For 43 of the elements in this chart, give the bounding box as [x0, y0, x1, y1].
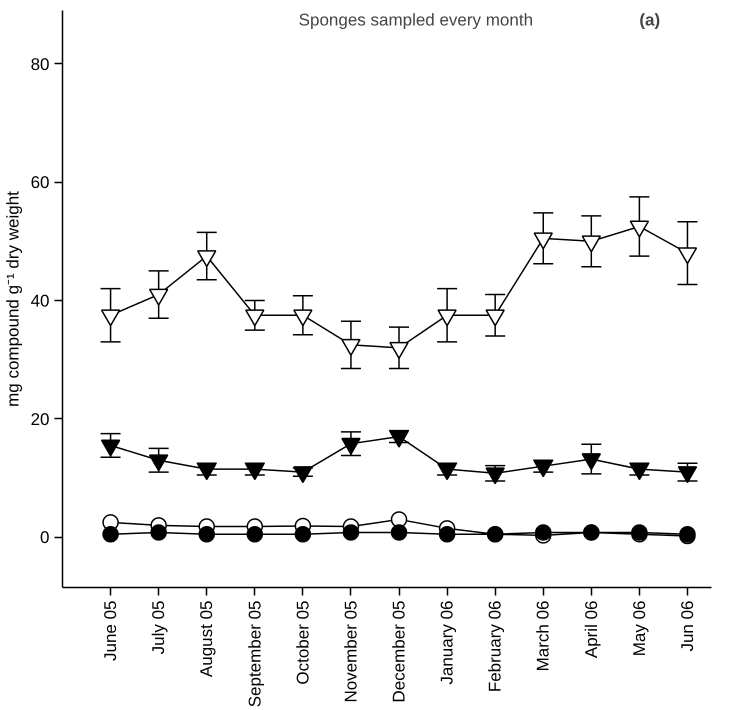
x-tick-label: August 05 [197, 600, 216, 678]
y-axis-title: mg compound g⁻¹ dry weight [4, 190, 23, 407]
x-tick-label: September 05 [245, 600, 264, 708]
point [198, 526, 215, 542]
x-tick-label: January 06 [438, 600, 457, 685]
point [437, 309, 457, 326]
point [246, 526, 264, 542]
point [438, 526, 456, 542]
x-tick-label: December 05 [390, 600, 409, 703]
point [342, 524, 360, 541]
y-tick-label: 80 [30, 54, 50, 74]
point [390, 524, 408, 541]
point [630, 220, 650, 238]
point [196, 250, 216, 268]
x-tick-label: July 05 [149, 600, 168, 654]
point [582, 235, 602, 252]
chart-title: Sponges sampled every month [298, 10, 534, 30]
x-tick-label: November 05 [341, 600, 360, 703]
y-tick-label: 40 [30, 291, 50, 310]
point [294, 526, 312, 542]
x-tick-label: April 06 [582, 600, 601, 658]
x-tick-label: May 06 [630, 600, 649, 656]
point [245, 309, 265, 326]
x-tick-label: February 06 [486, 600, 505, 692]
point [341, 338, 361, 356]
point [150, 524, 167, 541]
point [678, 247, 698, 264]
point [533, 232, 553, 250]
point [102, 526, 119, 542]
y-tick-label: 20 [30, 410, 50, 429]
x-tick-label: June 05 [101, 600, 120, 661]
x-tick-label: October 05 [293, 600, 312, 685]
point [389, 342, 409, 359]
point [485, 309, 505, 326]
y-tick-label: 0 [40, 528, 50, 548]
annotation: (a) [639, 10, 660, 30]
point [293, 309, 313, 326]
x-tick-label: March 06 [534, 600, 553, 672]
point [148, 288, 168, 306]
x-tick-label: Jun 06 [678, 600, 697, 652]
y-tick-label: 60 [30, 173, 50, 192]
point [534, 524, 552, 541]
point [100, 309, 120, 326]
